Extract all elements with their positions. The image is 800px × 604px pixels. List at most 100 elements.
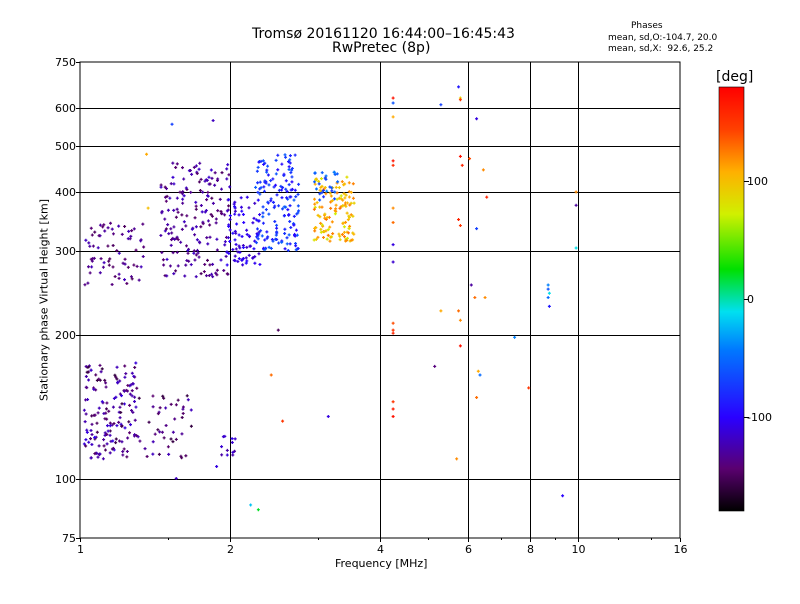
- data-point: [141, 255, 145, 259]
- data-point: [160, 430, 164, 434]
- data-point: [458, 318, 462, 322]
- data-point: [347, 214, 351, 218]
- data-point: [288, 158, 292, 162]
- data-point: [342, 235, 346, 239]
- data-point: [113, 373, 117, 377]
- data-point: [283, 227, 287, 231]
- data-point: [182, 194, 186, 198]
- data-point: [391, 260, 395, 264]
- data-point: [225, 167, 229, 171]
- data-point: [84, 375, 88, 379]
- data-point: [235, 222, 239, 226]
- data-point: [223, 213, 227, 217]
- data-point: [546, 296, 550, 300]
- data-point: [276, 328, 280, 332]
- data-point: [256, 198, 260, 202]
- data-point: [160, 210, 164, 214]
- data-point: [169, 437, 173, 441]
- data-point: [123, 278, 127, 282]
- data-point: [123, 224, 127, 228]
- data-point: [103, 431, 107, 435]
- data-point: [189, 190, 193, 194]
- data-point: [161, 258, 165, 262]
- data-point: [259, 159, 263, 163]
- data-point: [199, 177, 203, 181]
- data-point: [475, 395, 479, 399]
- data-point: [85, 430, 89, 434]
- data-point: [338, 238, 342, 242]
- data-point: [128, 431, 132, 435]
- data-point: [264, 208, 268, 212]
- data-point: [168, 196, 172, 200]
- data-point: [284, 155, 288, 159]
- data-point: [318, 198, 322, 202]
- stats-line-x: mean, sd,X: 92.6, 25.2: [608, 44, 714, 54]
- data-point: [237, 213, 241, 217]
- data-point: [206, 190, 210, 194]
- data-point: [256, 181, 260, 185]
- data-point: [292, 223, 296, 227]
- data-point: [210, 176, 214, 180]
- data-point: [188, 169, 192, 173]
- data-point: [97, 234, 101, 238]
- data-point: [82, 442, 86, 446]
- data-point: [170, 122, 174, 126]
- data-point: [263, 248, 267, 252]
- data-point: [184, 244, 188, 248]
- data-point: [95, 430, 99, 434]
- data-point: [143, 447, 147, 451]
- data-point: [286, 248, 290, 252]
- data-point: [341, 198, 345, 202]
- data-point: [109, 221, 113, 225]
- data-point: [234, 231, 238, 235]
- data-point: [105, 417, 109, 421]
- data-point: [351, 231, 355, 235]
- data-point: [251, 221, 255, 225]
- stats-line-o: mean, sd,O:-104.7, 20.0: [608, 33, 718, 43]
- data-point: [337, 232, 341, 236]
- data-point: [123, 375, 127, 379]
- data-point: [111, 446, 115, 450]
- data-point: [280, 162, 284, 166]
- data-point: [83, 283, 87, 287]
- data-point: [330, 186, 334, 190]
- y-tick-label: 75: [62, 531, 76, 545]
- data-point: [184, 224, 188, 228]
- data-point: [319, 230, 323, 234]
- data-point: [162, 436, 166, 440]
- data-point: [475, 117, 479, 121]
- data-point: [349, 213, 353, 217]
- data-point: [285, 242, 289, 246]
- data-point: [476, 369, 480, 373]
- data-point: [156, 428, 160, 432]
- data-point: [89, 226, 93, 230]
- data-point: [215, 179, 219, 183]
- data-point: [319, 185, 323, 189]
- data-point: [247, 234, 251, 238]
- data-point: [198, 241, 202, 245]
- data-point: [320, 223, 324, 227]
- data-point: [342, 183, 346, 187]
- data-point: [129, 275, 133, 279]
- data-point: [171, 175, 175, 179]
- data-point: [130, 394, 134, 398]
- data-point: [159, 233, 163, 237]
- data-point: [284, 187, 288, 191]
- data-point: [271, 239, 275, 243]
- data-point: [102, 223, 106, 227]
- data-point: [126, 237, 130, 241]
- data-point: [90, 259, 94, 263]
- data-point: [136, 435, 140, 439]
- data-point: [121, 261, 125, 265]
- data-point: [258, 180, 262, 184]
- data-point: [126, 436, 130, 440]
- data-point: [292, 198, 296, 202]
- data-point: [233, 437, 237, 441]
- data-point: [111, 405, 115, 409]
- data-point: [214, 271, 218, 275]
- data-point: [240, 209, 244, 213]
- data-point: [455, 457, 459, 461]
- data-point: [181, 197, 185, 201]
- data-point: [98, 223, 102, 227]
- data-point: [223, 434, 227, 438]
